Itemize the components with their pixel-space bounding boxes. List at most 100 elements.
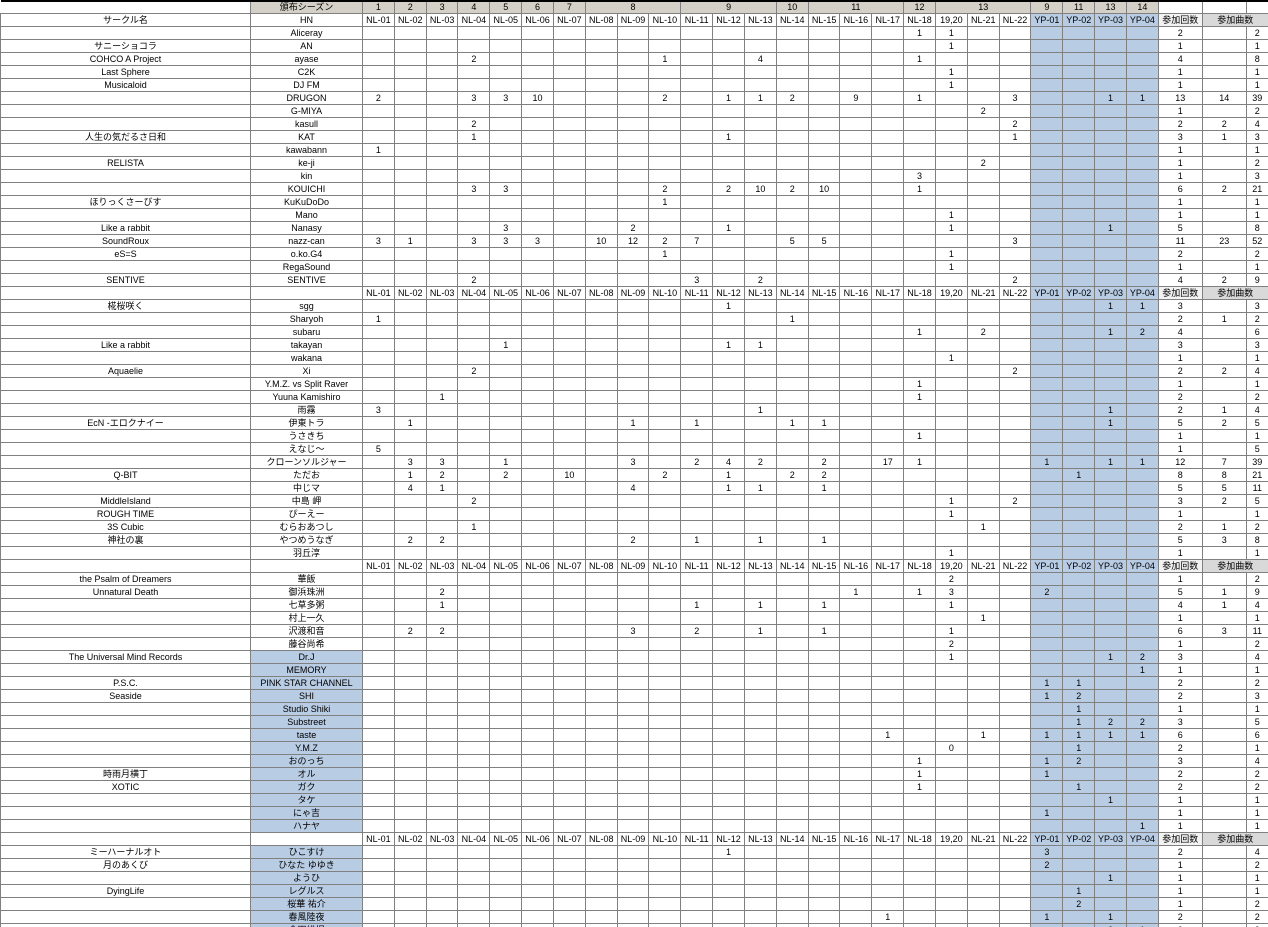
value-cell-YP-03 <box>1094 104 1127 118</box>
participation-count-cell: 12 <box>1157 455 1203 469</box>
song-count-a-cell <box>1201 819 1247 833</box>
value-cell-YP-03 <box>1094 247 1127 261</box>
value-cell-YP-03 <box>1094 689 1127 703</box>
value-cell-NL-17 <box>871 572 905 586</box>
column-code-NL-18: NL-18 <box>903 286 936 300</box>
value-cell-YP-03 <box>1094 468 1127 482</box>
value-cell-NL-03 <box>425 403 459 417</box>
value-cell-NL-12 <box>712 78 745 92</box>
value-cell-YP-03 <box>1094 741 1127 755</box>
hn-cell: taste <box>250 728 363 742</box>
value-cell-NL-04 <box>457 715 491 729</box>
value-cell-NL-09: 2 <box>616 533 650 547</box>
circle-name-cell: The Universal Mind Records <box>0 650 251 664</box>
song-count-b-cell: 2 <box>1245 390 1268 404</box>
value-cell-NL-18 <box>903 494 936 508</box>
value-cell-NL-17 <box>871 65 905 79</box>
value-cell-19,20 <box>934 728 968 742</box>
table-row: ハナヤ 1 1 1 <box>0 819 1268 833</box>
table-row: サニーショコラ AN 1 1 1 <box>0 39 1268 53</box>
value-cell-NL-08 <box>584 91 618 105</box>
value-cell-NL-10 <box>648 351 682 365</box>
hn-cell: 沢渡和音 <box>250 624 363 638</box>
value-cell-NL-22 <box>998 611 1032 625</box>
value-cell-NL-10 <box>648 897 682 911</box>
value-cell-NL-09 <box>616 377 650 391</box>
value-cell-NL-06 <box>521 715 554 729</box>
value-cell-NL-21 <box>966 26 1000 40</box>
value-cell-YP-04 <box>1125 403 1159 417</box>
value-cell-NL-11 <box>680 221 714 235</box>
value-cell-NL-21 <box>966 468 1000 482</box>
value-cell-NL-18: 1 <box>903 780 936 794</box>
value-cell-NL-01 <box>362 455 395 469</box>
value-cell-19,20 <box>934 910 968 924</box>
column-code-NL-02: NL-02 <box>393 559 427 573</box>
value-cell-NL-05 <box>489 897 523 911</box>
value-cell-NL-13 <box>743 702 777 716</box>
song-count-a-cell <box>1201 767 1247 781</box>
value-cell-NL-16 <box>839 754 873 768</box>
value-cell-NL-21 <box>966 39 1000 53</box>
column-code-NL-17: NL-17 <box>871 832 905 846</box>
value-cell-NL-04 <box>457 533 491 547</box>
value-cell-NL-16 <box>839 481 873 495</box>
value-cell-NL-01 <box>362 533 395 547</box>
value-cell-YP-01 <box>1030 793 1064 807</box>
value-cell-NL-04 <box>457 702 491 716</box>
value-cell-NL-21 <box>966 793 1000 807</box>
value-cell-YP-03 <box>1094 598 1127 612</box>
value-cell-NL-15 <box>807 754 841 768</box>
value-cell-NL-22 <box>998 910 1032 924</box>
participation-count-cell: 3 <box>1157 754 1203 768</box>
value-cell-NL-05 <box>489 520 523 534</box>
value-cell-YP-02 <box>1062 390 1096 404</box>
table-row: タケ 1 1 1 <box>0 793 1268 807</box>
participation-count-cell: 1 <box>1157 442 1203 456</box>
value-cell-NL-05 <box>489 429 523 443</box>
value-cell-NL-06 <box>521 663 554 677</box>
value-cell-NL-11 <box>680 507 714 521</box>
value-cell-NL-14 <box>775 689 809 703</box>
song-count-b-cell: 2 <box>1245 156 1268 170</box>
song-count-b-cell: 39 <box>1245 455 1268 469</box>
season-group-5: 5 <box>489 0 523 14</box>
participation-count-cell: 3 <box>1157 715 1203 729</box>
value-cell-NL-12 <box>712 39 745 53</box>
value-cell-NL-09 <box>616 390 650 404</box>
value-cell-NL-03 <box>425 910 459 924</box>
value-cell-NL-21 <box>966 702 1000 716</box>
value-cell-NL-04 <box>457 416 491 430</box>
table-row: Unnatural Death 御浜珠洲 2 1 1 3 2 5 1 9 <box>0 585 1268 599</box>
value-cell-YP-02 <box>1062 533 1096 547</box>
song-count-a-cell: 14 <box>1201 91 1247 105</box>
value-cell-NL-09: 2 <box>616 221 650 235</box>
value-cell-YP-03: 2 <box>1094 715 1127 729</box>
value-cell-NL-04 <box>457 793 491 807</box>
value-cell-NL-03: 1 <box>425 598 459 612</box>
value-cell-NL-14 <box>775 546 809 560</box>
value-cell-NL-01 <box>362 208 395 222</box>
value-cell-NL-14 <box>775 325 809 339</box>
circle-name-cell <box>0 169 251 183</box>
value-cell-NL-09 <box>616 169 650 183</box>
value-cell-NL-02 <box>393 91 427 105</box>
value-cell-NL-18 <box>903 351 936 365</box>
table-row: Y.M.Z 0 1 2 1 <box>0 741 1268 755</box>
value-cell-YP-03 <box>1094 637 1127 651</box>
circle-name-cell <box>0 26 251 40</box>
value-cell-NL-21 <box>966 871 1000 885</box>
value-cell-YP-02 <box>1062 91 1096 105</box>
value-cell-19,20 <box>934 806 968 820</box>
value-cell-YP-02 <box>1062 793 1096 807</box>
value-cell-NL-04 <box>457 169 491 183</box>
value-cell-NL-08 <box>584 819 618 833</box>
value-cell-NL-18 <box>903 663 936 677</box>
value-cell-19,20 <box>934 923 968 927</box>
value-cell-NL-12: 4 <box>712 455 745 469</box>
value-cell-NL-07 <box>552 273 586 287</box>
value-cell-YP-02: 1 <box>1062 884 1096 898</box>
value-cell-NL-05 <box>489 676 523 690</box>
value-cell-NL-22: 2 <box>998 117 1032 131</box>
value-cell-19,20 <box>934 819 968 833</box>
